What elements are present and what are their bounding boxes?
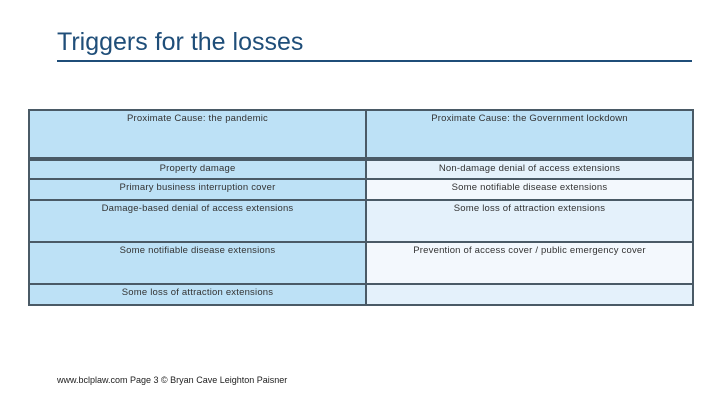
table-row: Some notifiable disease extensions Preve… bbox=[28, 241, 694, 285]
table-row: Damage-based denial of access extensions… bbox=[28, 199, 694, 243]
table-row: Property damage Non-damage denial of acc… bbox=[28, 158, 694, 180]
table-header-row: Proximate Cause: the pandemic Proximate … bbox=[28, 109, 694, 161]
table-cell: Some loss of attraction extensions bbox=[28, 283, 367, 306]
header-lockdown: Proximate Cause: the Government lockdown bbox=[365, 109, 694, 161]
table-cell: Primary business interruption cover bbox=[28, 178, 367, 201]
table-cell: Non-damage denial of access extensions bbox=[365, 158, 694, 180]
table-cell: Damage-based denial of access extensions bbox=[28, 199, 367, 243]
title-underline bbox=[57, 60, 692, 62]
slide-title: Triggers for the losses bbox=[57, 28, 304, 56]
table-cell: Prevention of access cover / public emer… bbox=[365, 241, 694, 285]
table-cell: Some notifiable disease extensions bbox=[28, 241, 367, 285]
triggers-table: Proximate Cause: the pandemic Proximate … bbox=[28, 109, 694, 306]
header-pandemic: Proximate Cause: the pandemic bbox=[28, 109, 367, 161]
table-cell bbox=[365, 283, 694, 306]
table-cell: Some notifiable disease extensions bbox=[365, 178, 694, 201]
table-cell: Some loss of attraction extensions bbox=[365, 199, 694, 243]
table-row: Primary business interruption cover Some… bbox=[28, 178, 694, 201]
table-row: Some loss of attraction extensions bbox=[28, 283, 694, 306]
table-cell: Property damage bbox=[28, 158, 367, 180]
footer: www.bclplaw.com Page 3 © Bryan Cave Leig… bbox=[57, 375, 288, 385]
